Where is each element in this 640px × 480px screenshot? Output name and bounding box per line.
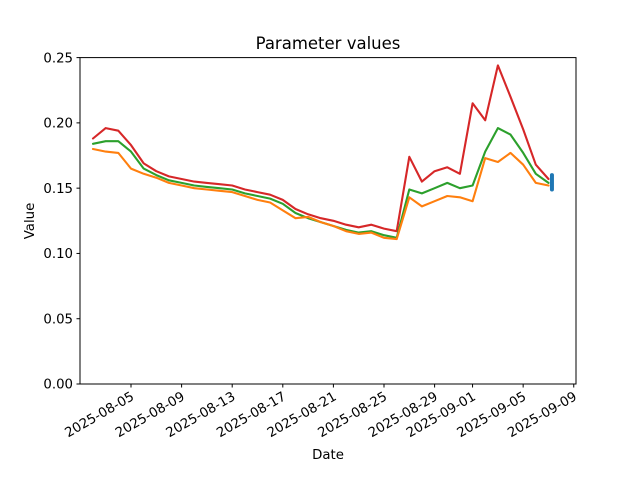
y-tick-label: 0.25 (43, 51, 73, 66)
y-tick-label: 0.10 (43, 247, 73, 262)
plot-area: 0.000.050.100.150.200.252025-08-052025-0… (43, 51, 579, 441)
axes-frame (79, 57, 577, 385)
y-tick-label: 0.05 (43, 312, 73, 327)
series-line-orange (91, 147, 550, 241)
chart-title: Parameter values (256, 34, 401, 53)
y-axis-label: Value (23, 203, 38, 240)
y-tick-label: 0.00 (43, 378, 73, 393)
y-tick-label: 0.15 (43, 182, 73, 197)
x-axis-label: Date (312, 448, 344, 463)
y-tick-label: 0.20 (43, 117, 73, 132)
series-line-red (91, 64, 550, 233)
